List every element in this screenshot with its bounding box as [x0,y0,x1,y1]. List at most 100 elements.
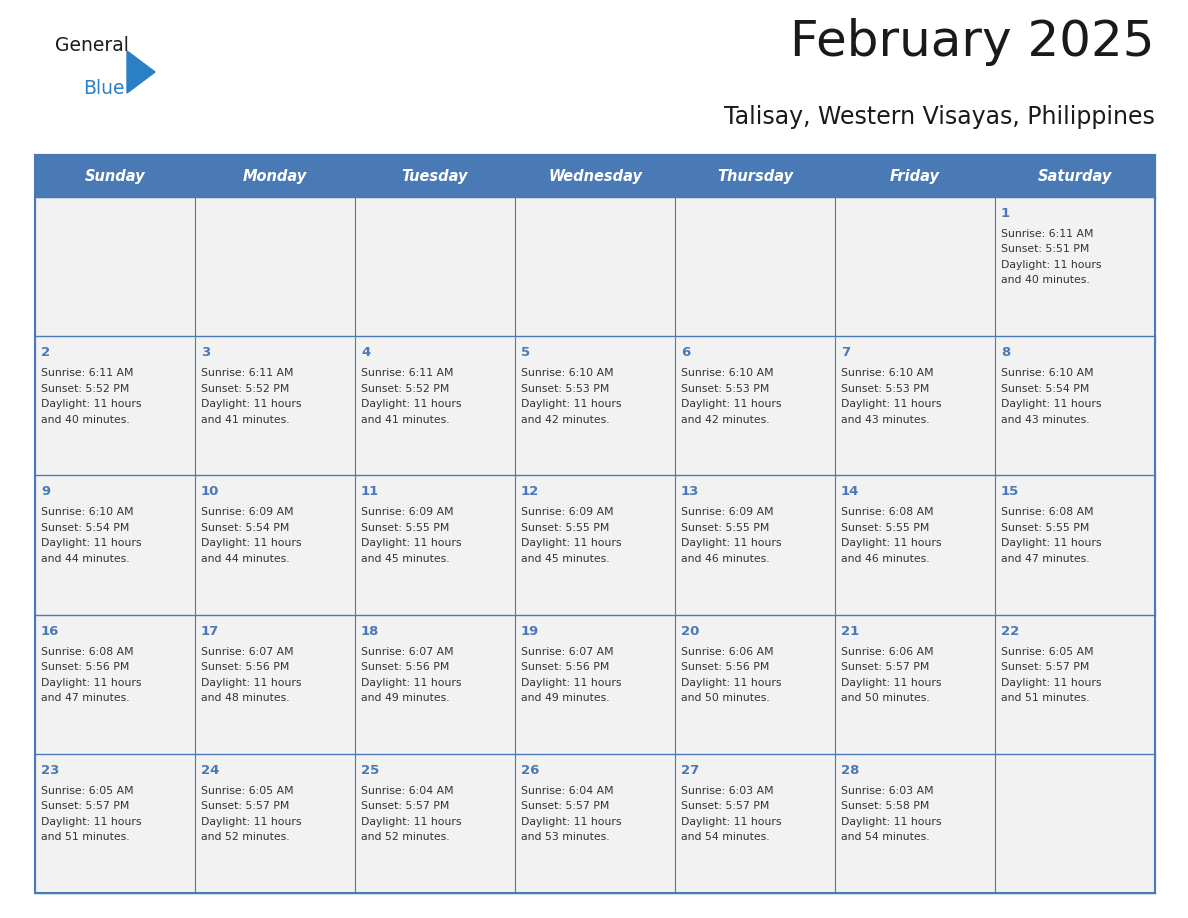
Text: Sunrise: 6:09 AM: Sunrise: 6:09 AM [681,508,773,518]
Text: Sunset: 5:55 PM: Sunset: 5:55 PM [841,523,929,533]
Bar [195,155,355,197]
Text: Daylight: 11 hours: Daylight: 11 hours [522,677,621,688]
Text: General: General [55,36,128,55]
Text: Daylight: 11 hours: Daylight: 11 hours [1001,677,1101,688]
Text: Daylight: 11 hours: Daylight: 11 hours [522,399,621,409]
Text: Sunrise: 6:11 AM: Sunrise: 6:11 AM [42,368,133,378]
Text: and 42 minutes.: and 42 minutes. [522,415,609,425]
Text: and 47 minutes.: and 47 minutes. [42,693,129,703]
Text: and 43 minutes.: and 43 minutes. [841,415,930,425]
Text: Daylight: 11 hours: Daylight: 11 hours [841,538,942,548]
Text: Sunrise: 6:08 AM: Sunrise: 6:08 AM [42,646,133,656]
Text: Sunrise: 6:08 AM: Sunrise: 6:08 AM [841,508,934,518]
Text: and 44 minutes.: and 44 minutes. [201,554,290,564]
Text: February 2025: February 2025 [790,18,1155,66]
Text: Sunrise: 6:11 AM: Sunrise: 6:11 AM [361,368,454,378]
Text: Sunrise: 6:10 AM: Sunrise: 6:10 AM [42,508,133,518]
Text: Daylight: 11 hours: Daylight: 11 hours [1001,260,1101,270]
Bar [355,336,516,476]
Text: 21: 21 [841,624,859,638]
Text: Sunset: 5:56 PM: Sunset: 5:56 PM [522,662,609,672]
Text: and 49 minutes.: and 49 minutes. [522,693,609,703]
Text: and 41 minutes.: and 41 minutes. [201,415,290,425]
Text: Sunset: 5:58 PM: Sunset: 5:58 PM [841,801,929,812]
Text: Sunrise: 6:05 AM: Sunrise: 6:05 AM [1001,646,1094,656]
Text: and 54 minutes.: and 54 minutes. [681,833,770,843]
Bar [355,614,516,754]
Text: Sunset: 5:57 PM: Sunset: 5:57 PM [361,801,449,812]
Bar [355,476,516,614]
Text: Sunset: 5:56 PM: Sunset: 5:56 PM [361,662,449,672]
Text: Daylight: 11 hours: Daylight: 11 hours [681,538,782,548]
Text: Sunset: 5:57 PM: Sunset: 5:57 PM [681,801,770,812]
Text: Sunset: 5:57 PM: Sunset: 5:57 PM [42,801,129,812]
Text: Sunset: 5:55 PM: Sunset: 5:55 PM [681,523,770,533]
Text: Sunrise: 6:06 AM: Sunrise: 6:06 AM [681,646,773,656]
Text: Daylight: 11 hours: Daylight: 11 hours [522,538,621,548]
Text: Sunset: 5:53 PM: Sunset: 5:53 PM [522,384,609,394]
Text: Sunset: 5:56 PM: Sunset: 5:56 PM [42,662,129,672]
Text: and 46 minutes.: and 46 minutes. [841,554,930,564]
Text: Daylight: 11 hours: Daylight: 11 hours [201,538,302,548]
Text: Sunset: 5:53 PM: Sunset: 5:53 PM [681,384,770,394]
Text: Sunrise: 6:09 AM: Sunrise: 6:09 AM [361,508,454,518]
Text: Daylight: 11 hours: Daylight: 11 hours [1001,399,1101,409]
Text: 20: 20 [681,624,700,638]
Bar [675,155,835,197]
Text: and 48 minutes.: and 48 minutes. [201,693,290,703]
Text: and 54 minutes.: and 54 minutes. [841,833,930,843]
Text: Sunset: 5:57 PM: Sunset: 5:57 PM [522,801,609,812]
Bar [835,336,996,476]
Bar [34,197,195,336]
Text: Daylight: 11 hours: Daylight: 11 hours [361,817,461,827]
Text: Sunrise: 6:09 AM: Sunrise: 6:09 AM [522,508,614,518]
Bar [996,754,1155,893]
Text: Sunrise: 6:10 AM: Sunrise: 6:10 AM [841,368,934,378]
Text: Tuesday: Tuesday [402,169,468,184]
Bar [195,476,355,614]
Text: Daylight: 11 hours: Daylight: 11 hours [42,817,141,827]
Bar [34,754,195,893]
Text: and 45 minutes.: and 45 minutes. [361,554,449,564]
Text: Sunset: 5:56 PM: Sunset: 5:56 PM [201,662,290,672]
Bar [835,476,996,614]
Text: 25: 25 [361,764,379,777]
Bar [516,476,675,614]
Text: Wednesday: Wednesday [548,169,642,184]
Text: 4: 4 [361,346,371,359]
Text: 13: 13 [681,486,700,498]
Text: and 40 minutes.: and 40 minutes. [42,415,129,425]
Text: and 50 minutes.: and 50 minutes. [681,693,770,703]
Text: and 44 minutes.: and 44 minutes. [42,554,129,564]
Text: 27: 27 [681,764,700,777]
Text: 1: 1 [1001,207,1010,220]
Text: Saturday: Saturday [1038,169,1112,184]
Text: 9: 9 [42,486,50,498]
Bar [34,614,195,754]
Text: 8: 8 [1001,346,1010,359]
Bar [355,155,516,197]
Text: Friday: Friday [890,169,940,184]
Bar [195,197,355,336]
Text: 10: 10 [201,486,220,498]
Text: Sunset: 5:54 PM: Sunset: 5:54 PM [201,523,290,533]
Text: Sunrise: 6:04 AM: Sunrise: 6:04 AM [361,786,454,796]
Bar [34,476,195,614]
Bar [34,155,1155,893]
Bar [996,614,1155,754]
Bar [516,197,675,336]
Text: Sunrise: 6:07 AM: Sunrise: 6:07 AM [201,646,293,656]
Text: Daylight: 11 hours: Daylight: 11 hours [1001,538,1101,548]
Polygon shape [127,51,154,93]
Text: and 52 minutes.: and 52 minutes. [201,833,290,843]
Text: 22: 22 [1001,624,1019,638]
Bar [195,614,355,754]
Text: Daylight: 11 hours: Daylight: 11 hours [361,677,461,688]
Bar [835,197,996,336]
Text: and 52 minutes.: and 52 minutes. [361,833,449,843]
Text: 23: 23 [42,764,59,777]
Bar [34,155,195,197]
Bar [835,754,996,893]
Text: and 45 minutes.: and 45 minutes. [522,554,609,564]
Text: and 43 minutes.: and 43 minutes. [1001,415,1089,425]
